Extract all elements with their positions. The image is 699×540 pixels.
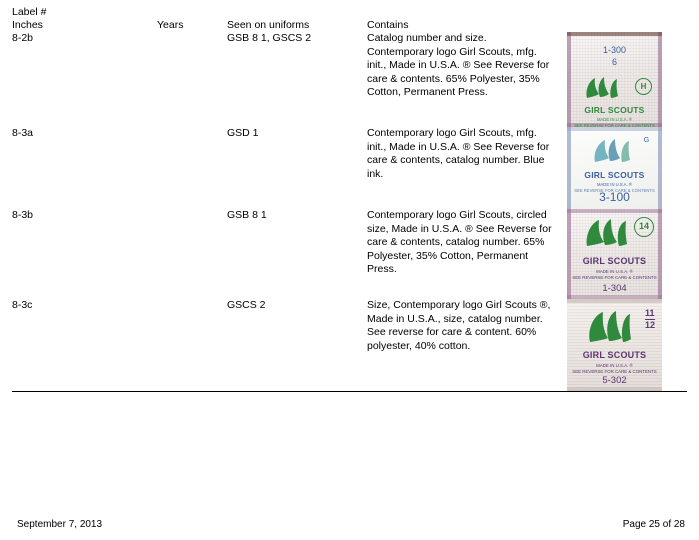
label-edge-top xyxy=(567,32,662,36)
cell-years xyxy=(157,209,227,299)
column-header-label-line1: Label # xyxy=(12,6,47,18)
header-spacer xyxy=(157,6,227,19)
table-row: 8-2b GSB 8 1, GSCS 2 Catalog number and … xyxy=(12,32,687,127)
cell-label-number: 8-3a xyxy=(12,127,34,139)
label-care-contents-text: SEE REVERSE FOR CARE & CONTENTS xyxy=(572,275,657,280)
label-edge-right xyxy=(658,127,662,209)
label-edge-left xyxy=(567,127,571,209)
trefoil-logo-icon xyxy=(594,139,630,162)
label-catalog-number: 5-302 xyxy=(602,375,627,386)
label-edge-right xyxy=(658,32,662,127)
cell-label-number: 8-3b xyxy=(12,209,34,221)
footer-date: September 7, 2013 xyxy=(17,519,103,530)
label-made-in-usa-text: MADE IN U.S.A. ® xyxy=(596,363,633,368)
table-header: Label # Inches Years Seen on uniforms xyxy=(12,6,687,32)
label-care-contents-text: SEE REVERSE FOR CARE & CONTENTS xyxy=(574,123,655,127)
label-brand-text: GIRL SCOUTS xyxy=(584,170,645,180)
label-edge-bottom xyxy=(567,387,662,391)
cell-label-photo: 11 12 GIRL SCOUTS MADE IN U.S.A. ® SEE R… xyxy=(567,299,687,392)
header-spacer xyxy=(367,6,567,19)
column-header-label-line2: Inches xyxy=(12,19,43,31)
cell-label-number: 8-2b xyxy=(12,32,34,44)
header-spacer xyxy=(227,6,367,19)
table-row: 8-3a GSD 1 Contemporary logo Girl Scouts… xyxy=(12,127,687,209)
girl-scouts-label-8-2b: 1-300 6 H GIRL SCOUTS MADE IN U.S.A. ® S… xyxy=(567,32,662,127)
label-made-in-usa-text: MADE IN U.S.A. ® xyxy=(597,182,632,187)
cell-label-number: 8-3c xyxy=(12,299,157,392)
label-catalog-number: 3-100 xyxy=(599,190,630,204)
cell-label-photo: 14 GIRL SCOUTS MADE IN U.S.A. ® SEE REVE… xyxy=(567,209,687,299)
contains-text: Size, Contemporary logo Girl Scouts ®, M… xyxy=(367,299,551,352)
label-edge-bottom xyxy=(567,295,662,299)
cell-contains: Contemporary logo Girl Scouts, circled s… xyxy=(367,209,567,299)
label-made-in-usa-text: MADE IN U.S.A. ® xyxy=(596,269,633,274)
cell-label-photo: G GIRL SCOUTS MADE IN U.S.A. ® SEE REVER… xyxy=(567,127,687,209)
label-catalog-number: 1-304 xyxy=(602,283,627,294)
label-brand-text: GIRL SCOUTS xyxy=(584,105,645,115)
column-header-years: Years xyxy=(157,6,227,32)
column-header-contains: Contains xyxy=(367,6,567,32)
girl-scouts-label-8-3a: G GIRL SCOUTS MADE IN U.S.A. ® SEE REVER… xyxy=(567,127,662,209)
label-edge-top xyxy=(567,209,662,213)
cell-contains: Size, Contemporary logo Girl Scouts ®, M… xyxy=(367,299,567,392)
label-made-in-usa-text: MADE IN U.S.A. ® xyxy=(597,117,632,122)
label-brand-text: GIRL SCOUTS xyxy=(582,350,647,360)
table-header-row: Label # Inches Years Seen on uniforms xyxy=(12,6,687,32)
column-header-seen-label: Seen on uniforms xyxy=(227,19,310,31)
label-edge-left xyxy=(567,32,571,127)
table-row: 8-3c GSCS 2 Size, Contemporary logo Girl… xyxy=(12,299,687,392)
cell-years xyxy=(157,299,227,392)
label-brand-text: GIRL SCOUTS xyxy=(582,256,647,266)
cell-seen-on-uniforms: GSCS 2 xyxy=(227,299,367,392)
label-size-fraction-bottom: 12 xyxy=(644,320,655,330)
label-catalog-number: 1-300 xyxy=(602,45,627,55)
label-circle-mark: 14 xyxy=(634,217,654,237)
cell-seen-on-uniforms: GSD 1 xyxy=(227,127,259,139)
cell-contains: Contemporary logo Girl Scouts, mfg. init… xyxy=(367,127,567,209)
label-edge-left xyxy=(567,209,571,299)
contains-text: Contemporary logo Girl Scouts, circled s… xyxy=(367,209,552,276)
label-circle-mark: G xyxy=(643,136,650,144)
label-size-fraction-top: 11 xyxy=(644,308,655,318)
table-body: 8-2b GSB 8 1, GSCS 2 Catalog number and … xyxy=(12,32,687,392)
contains-text: Contemporary logo Girl Scouts, mfg. init… xyxy=(367,127,550,180)
column-header-label: Label # Inches xyxy=(12,6,157,32)
label-edge-right xyxy=(658,209,662,299)
label-circle-mark: H xyxy=(635,78,652,95)
trefoil-logo-icon xyxy=(586,219,627,246)
cell-contains: Catalog number and size. Contemporary lo… xyxy=(367,32,567,127)
footer-page-number: Page 25 of 28 xyxy=(622,519,685,530)
label-size-fraction: 11 12 xyxy=(644,308,655,330)
cell-years xyxy=(157,32,227,127)
column-header-image xyxy=(567,6,687,32)
column-header-years-label: Years xyxy=(157,19,184,31)
label-edge-top xyxy=(567,127,662,131)
label-size-number: 6 xyxy=(611,57,617,67)
label-care-contents-text: SEE REVERSE FOR CARE & CONTENTS xyxy=(572,369,657,374)
label-reference-table: Label # Inches Years Seen on uniforms xyxy=(12,6,687,392)
cell-label-photo: 1-300 6 H GIRL SCOUTS MADE IN U.S.A. ® S… xyxy=(567,32,687,127)
cell-years xyxy=(157,127,227,209)
cell-seen-on-uniforms: GSB 8 1, GSCS 2 xyxy=(227,32,312,44)
trefoil-logo-icon xyxy=(589,311,631,342)
label-edge-top xyxy=(567,299,662,303)
column-header-contains-label: Contains xyxy=(367,19,409,31)
contains-text: Catalog number and size. Contemporary lo… xyxy=(367,32,550,99)
label-care-contents-text: SEE REVERSE FOR CARE & CONTENTS xyxy=(574,188,655,193)
trefoil-logo-icon xyxy=(586,77,618,98)
header-spacer xyxy=(567,6,687,19)
label-size-fraction-bar xyxy=(644,319,655,320)
table-row: 8-3b GSB 8 1 Contemporary logo Girl Scou… xyxy=(12,209,687,299)
cell-seen-on-uniforms: GSB 8 1 xyxy=(227,209,267,221)
girl-scouts-label-8-3b: 14 GIRL SCOUTS MADE IN U.S.A. ® SEE REVE… xyxy=(567,209,662,299)
label-edge-bottom xyxy=(567,123,662,127)
column-header-seen-on-uniforms: Seen on uniforms xyxy=(227,6,367,32)
girl-scouts-label-8-3c: 11 12 GIRL SCOUTS MADE IN U.S.A. ® SEE R… xyxy=(567,299,662,391)
